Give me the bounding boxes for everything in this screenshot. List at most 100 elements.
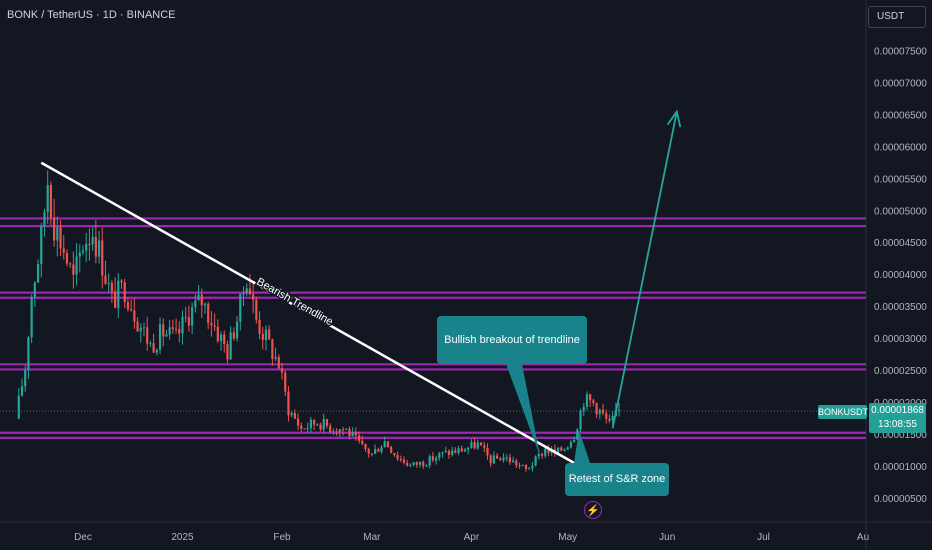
candle-body xyxy=(277,357,280,369)
candle-body xyxy=(200,294,203,306)
candle-body xyxy=(611,416,614,421)
candle-body xyxy=(483,445,486,448)
candle-body xyxy=(579,410,582,430)
candle-body xyxy=(377,449,380,452)
currency-button[interactable]: USDT xyxy=(868,6,926,28)
candle-body xyxy=(78,252,81,257)
candle-body xyxy=(239,293,242,322)
candle-body xyxy=(245,288,248,294)
breakout-callout-pointer xyxy=(506,364,540,456)
candle-body xyxy=(544,448,547,456)
candle-body xyxy=(85,243,88,251)
candle-body xyxy=(65,252,69,264)
candle-body xyxy=(184,316,187,318)
candle-body xyxy=(380,447,383,452)
last-price-value: 0.00001868 xyxy=(871,405,924,416)
candle-body xyxy=(226,344,229,360)
candle-body xyxy=(322,418,325,430)
candle-body xyxy=(158,324,162,350)
candle-body xyxy=(213,325,216,327)
candle-body xyxy=(585,394,589,407)
candle-body xyxy=(316,424,319,426)
candle-body xyxy=(146,327,149,344)
candle-body xyxy=(261,333,264,340)
candle-body xyxy=(101,240,104,276)
x-tick-label: Dec xyxy=(74,532,92,543)
candle-body xyxy=(422,461,425,466)
candle-body xyxy=(598,409,601,415)
candle-body xyxy=(499,458,502,461)
y-tick-label: 0.00003500 xyxy=(874,302,927,313)
candle-body xyxy=(165,334,168,337)
candle-body xyxy=(174,328,178,330)
lightning-icon[interactable]: ⚡ xyxy=(584,501,602,519)
candle-body xyxy=(370,453,373,455)
candle-body xyxy=(30,296,33,338)
candle-body xyxy=(473,442,476,449)
candle-body xyxy=(428,456,431,466)
candle-body xyxy=(24,370,27,387)
candle-body xyxy=(386,441,390,448)
candle-body xyxy=(374,449,377,454)
candle-body xyxy=(435,457,438,461)
candle-body xyxy=(133,310,136,322)
candle-body xyxy=(75,256,78,275)
candle-body xyxy=(425,465,428,467)
candle-body xyxy=(524,465,528,469)
bearish-trendline xyxy=(40,161,578,466)
candle-body xyxy=(383,441,386,448)
candle-body xyxy=(467,447,470,450)
projection-arrow-head xyxy=(666,109,682,128)
symbol-price-tag: BONKUSDT xyxy=(818,405,869,419)
candle-body xyxy=(72,264,75,275)
candle-body xyxy=(605,413,608,419)
y-tick-label: 0.00000500 xyxy=(874,494,927,505)
y-tick-label: 0.00007500 xyxy=(874,46,927,57)
candle-body xyxy=(601,409,605,414)
candle-body xyxy=(264,329,268,340)
candle-body xyxy=(348,428,351,437)
candle-body xyxy=(216,326,219,342)
candle-body xyxy=(191,307,194,326)
candle-body xyxy=(441,451,444,454)
candle-body xyxy=(412,462,415,465)
candle-body xyxy=(406,462,409,466)
candle-body xyxy=(136,321,139,332)
candle-body xyxy=(104,275,107,284)
candle-body xyxy=(309,419,313,428)
candle-body xyxy=(367,448,370,454)
candle-body xyxy=(589,394,592,401)
candle-body xyxy=(142,327,146,329)
candle-body xyxy=(531,465,534,469)
candle-body xyxy=(117,280,120,308)
candle-body xyxy=(617,409,621,411)
candle-body xyxy=(17,395,20,419)
candle-body xyxy=(203,303,207,306)
candle-body xyxy=(418,461,422,465)
candle-body xyxy=(505,457,508,459)
candle-body xyxy=(194,300,197,308)
candle-body xyxy=(258,319,261,334)
candle-body xyxy=(357,435,361,441)
candle-body xyxy=(242,293,245,295)
candle-body xyxy=(210,323,213,326)
candle-body xyxy=(91,236,94,245)
candle-body xyxy=(36,264,40,283)
candle-body xyxy=(248,288,252,295)
candle-body xyxy=(563,449,566,451)
candle-body xyxy=(130,309,133,311)
candle-body xyxy=(53,217,56,241)
candle-body xyxy=(354,432,357,436)
candle-body xyxy=(40,226,43,265)
candle-body xyxy=(351,432,354,437)
candle-body xyxy=(296,418,300,426)
candle-body xyxy=(489,455,492,464)
candle-body xyxy=(515,460,518,466)
candle-body xyxy=(155,349,158,353)
candle-body xyxy=(313,419,316,425)
candle-body xyxy=(219,334,223,342)
candle-body xyxy=(486,447,489,456)
candle-body xyxy=(518,465,521,467)
y-tick-label: 0.00002500 xyxy=(874,366,927,377)
